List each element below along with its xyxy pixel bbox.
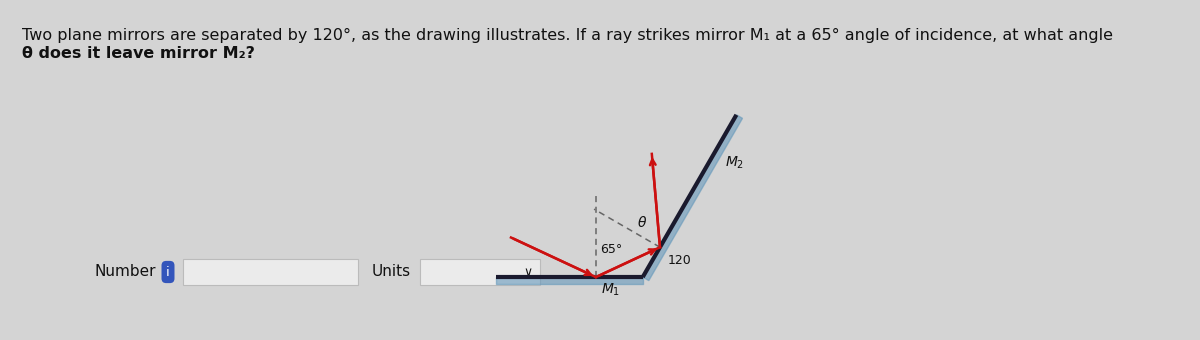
- Text: ∨: ∨: [523, 267, 533, 279]
- Bar: [182, 259, 358, 285]
- Text: 120: 120: [667, 254, 691, 267]
- Text: θ: θ: [638, 216, 647, 230]
- Text: 65°: 65°: [600, 242, 623, 255]
- Text: $M_2$: $M_2$: [725, 154, 744, 171]
- Text: i: i: [166, 266, 170, 278]
- Text: Units: Units: [372, 265, 412, 279]
- Text: θ does it leave mirror M₂?: θ does it leave mirror M₂?: [22, 46, 254, 61]
- Text: Number: Number: [95, 265, 156, 279]
- Bar: [420, 259, 540, 285]
- Text: Two plane mirrors are separated by 120°, as the drawing illustrates. If a ray st: Two plane mirrors are separated by 120°,…: [22, 28, 1114, 43]
- Text: $M_1$: $M_1$: [601, 282, 620, 298]
- Polygon shape: [643, 115, 743, 280]
